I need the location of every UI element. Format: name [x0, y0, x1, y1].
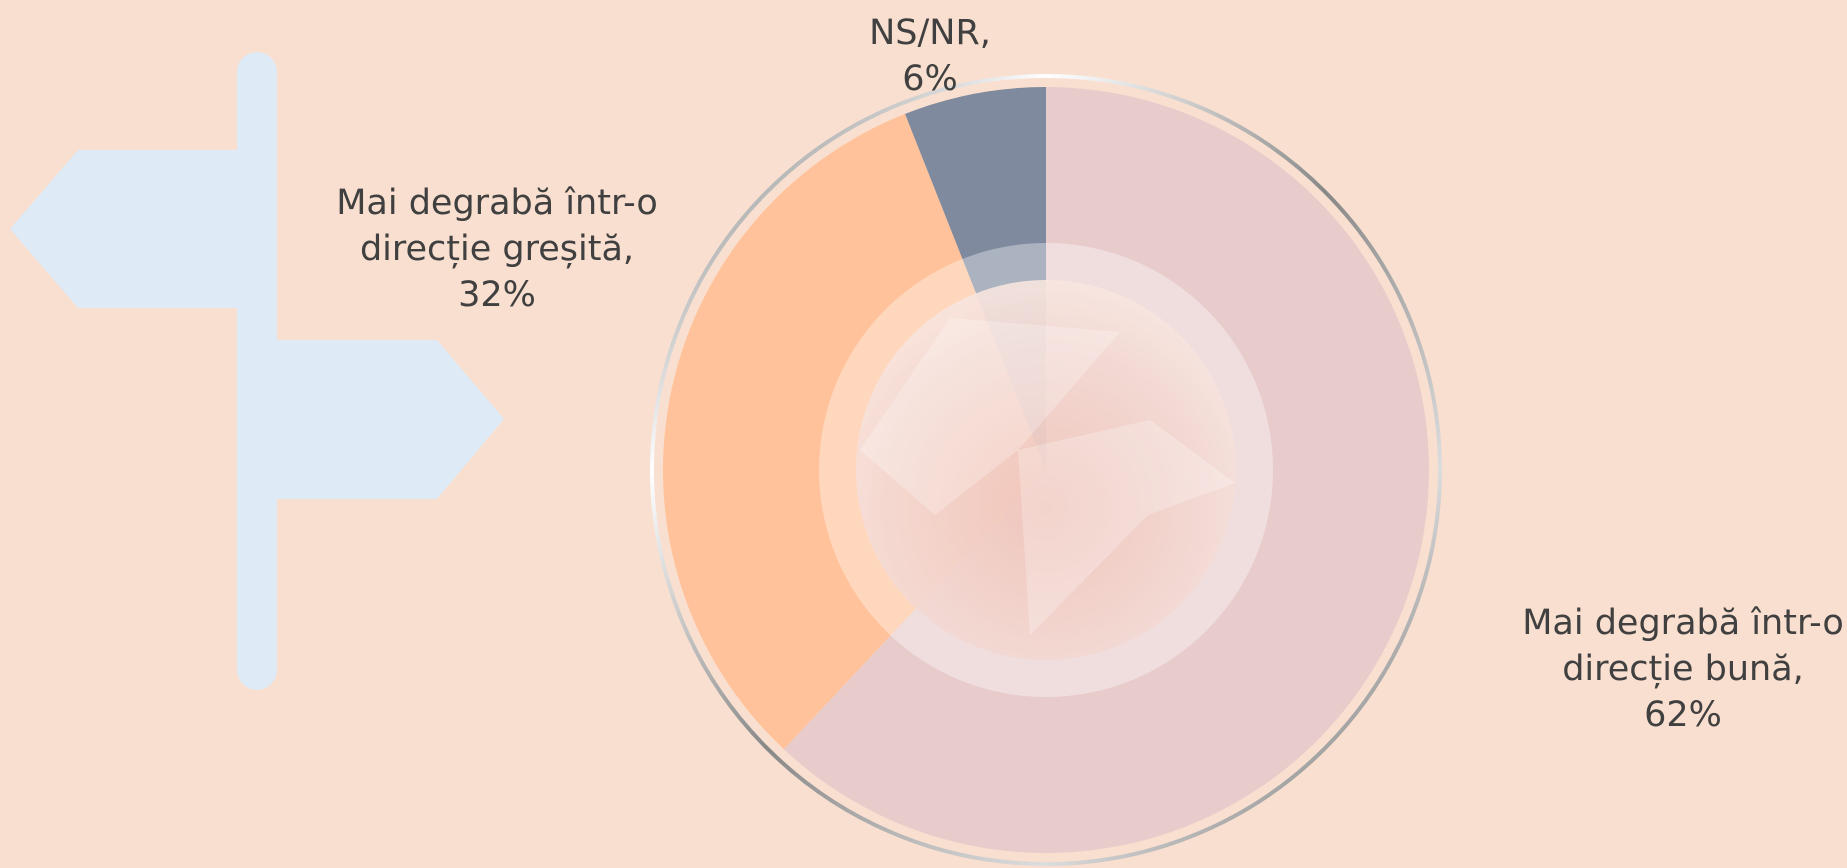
- facets: [860, 318, 1235, 635]
- category-label: NS/NR,: [869, 13, 991, 53]
- pie-slice: [662, 113, 1046, 750]
- category-label: Mai degrabă într-o direcție bună,: [1522, 603, 1844, 689]
- category-label: Mai degrabă într-o direcție greșită,: [336, 183, 658, 269]
- data-label: Mai degrabă într-o direcție bună, 62%: [1518, 600, 1847, 738]
- value-label: 62%: [1644, 695, 1722, 735]
- center-texture: [856, 280, 1236, 660]
- signpost: [10, 52, 504, 690]
- data-label: Mai degrabă într-o direcție greșită, 32%: [332, 180, 662, 318]
- data-label: NS/NR, 6%: [830, 10, 1030, 102]
- value-label: 32%: [458, 275, 536, 315]
- outer-ring: [650, 74, 1442, 866]
- value-label: 6%: [902, 59, 958, 99]
